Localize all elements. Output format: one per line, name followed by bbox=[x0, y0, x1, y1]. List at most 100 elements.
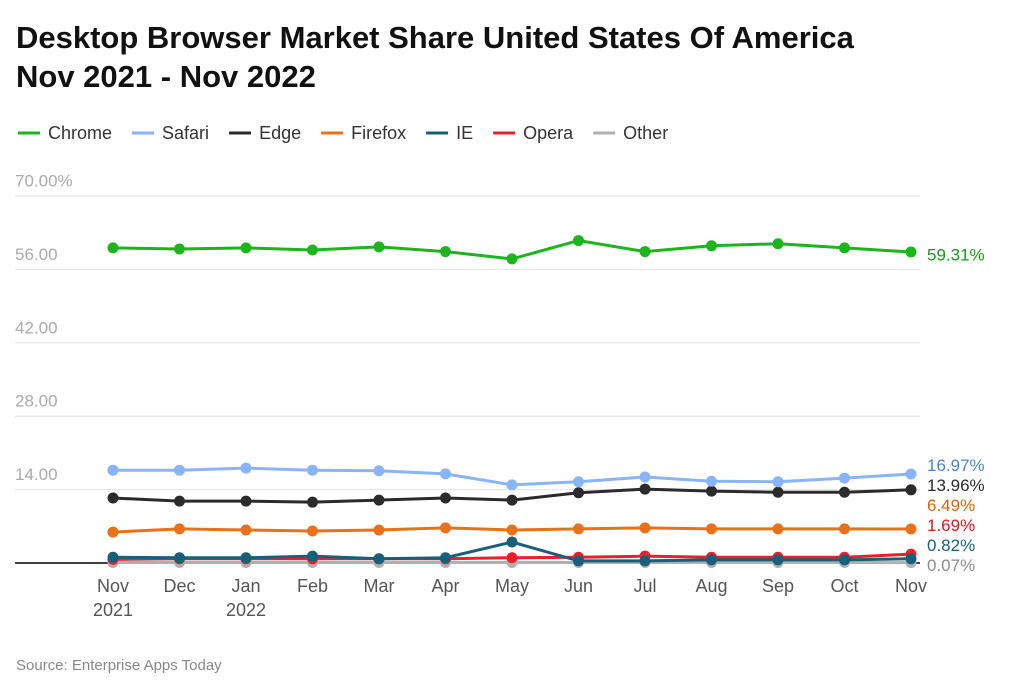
y-tick-label: 70.00% bbox=[15, 171, 73, 190]
data-point bbox=[839, 554, 850, 566]
data-point bbox=[373, 524, 385, 536]
data-point bbox=[174, 495, 185, 507]
data-point bbox=[107, 492, 119, 504]
legend-label: Firefox bbox=[351, 123, 406, 143]
data-point bbox=[639, 483, 651, 495]
data-point bbox=[307, 496, 318, 508]
data-point bbox=[905, 553, 917, 565]
data-point bbox=[174, 552, 185, 564]
legend-label: Safari bbox=[162, 123, 209, 143]
data-point bbox=[440, 246, 451, 258]
data-point bbox=[706, 240, 717, 252]
data-point bbox=[506, 552, 518, 564]
data-point bbox=[440, 468, 451, 480]
data-point bbox=[307, 244, 318, 256]
x-tick-label: Oct bbox=[830, 576, 858, 596]
data-point bbox=[440, 552, 451, 564]
data-point bbox=[174, 464, 185, 476]
data-point bbox=[174, 523, 185, 535]
data-point bbox=[573, 487, 584, 499]
y-tick-label: 42.00 bbox=[15, 318, 58, 337]
data-point bbox=[839, 486, 850, 498]
x-tick-label: Jan bbox=[231, 576, 260, 596]
x-tick-label: Nov bbox=[895, 576, 927, 596]
data-point bbox=[506, 524, 518, 536]
y-tick-label: 56.00 bbox=[15, 245, 58, 264]
x-tick-label: Feb bbox=[297, 576, 328, 596]
data-point bbox=[307, 550, 318, 562]
data-point bbox=[440, 492, 451, 504]
data-point bbox=[506, 494, 518, 506]
x-tick-label: Jun bbox=[564, 576, 593, 596]
end-label: 6.49% bbox=[927, 496, 975, 515]
x-tick-label: Mar bbox=[364, 576, 395, 596]
data-point bbox=[772, 238, 784, 250]
data-point bbox=[240, 462, 252, 474]
legend-label: IE bbox=[456, 123, 473, 143]
x-tick-label: May bbox=[495, 576, 529, 596]
data-point bbox=[373, 553, 385, 565]
legend-label: Other bbox=[623, 123, 668, 143]
data-point bbox=[373, 494, 385, 506]
data-point bbox=[573, 235, 584, 247]
data-point bbox=[506, 536, 518, 548]
data-point bbox=[240, 242, 252, 254]
data-point bbox=[706, 485, 717, 497]
end-label: 1.69% bbox=[927, 516, 975, 535]
data-point bbox=[639, 471, 651, 483]
data-point bbox=[107, 551, 119, 563]
x-tick-label: Aug bbox=[695, 576, 727, 596]
data-point bbox=[706, 554, 717, 566]
data-point bbox=[506, 253, 518, 265]
data-point bbox=[240, 495, 252, 507]
data-point bbox=[905, 246, 917, 258]
data-point bbox=[307, 464, 318, 476]
data-point bbox=[240, 524, 252, 536]
x-tick-label: Jul bbox=[633, 576, 656, 596]
chart-title: Nov 2021 - Nov 2022 bbox=[16, 59, 316, 94]
data-point bbox=[107, 242, 119, 254]
data-point bbox=[706, 523, 717, 535]
data-point bbox=[839, 523, 850, 535]
data-point bbox=[240, 552, 252, 564]
end-label: 59.31% bbox=[927, 246, 985, 265]
x-tick-label: Apr bbox=[431, 576, 459, 596]
x-tick-label: Nov bbox=[97, 576, 129, 596]
data-point bbox=[506, 479, 518, 491]
data-point bbox=[639, 522, 651, 534]
data-point bbox=[573, 555, 584, 567]
data-point bbox=[373, 465, 385, 477]
data-point bbox=[107, 526, 119, 538]
end-label: 0.07% bbox=[927, 556, 975, 575]
data-point bbox=[107, 464, 119, 476]
legend-label: Chrome bbox=[48, 123, 112, 143]
legend-label: Edge bbox=[259, 123, 301, 143]
data-point bbox=[839, 472, 850, 484]
y-tick-label: 14.00 bbox=[15, 465, 58, 484]
data-point bbox=[573, 476, 584, 488]
end-label: 13.96% bbox=[927, 476, 985, 495]
x-tick-sublabel: 2022 bbox=[226, 600, 266, 620]
data-point bbox=[174, 243, 185, 255]
source: Source: Enterprise Apps Today bbox=[16, 657, 222, 674]
data-point bbox=[440, 522, 451, 534]
data-point bbox=[573, 523, 584, 535]
end-label: 16.97% bbox=[927, 456, 985, 475]
data-point bbox=[706, 475, 717, 487]
data-point bbox=[905, 484, 917, 496]
data-point bbox=[772, 554, 784, 566]
data-point bbox=[772, 486, 784, 498]
end-label: 0.82% bbox=[927, 536, 975, 555]
data-point bbox=[373, 241, 385, 253]
x-tick-label: Sep bbox=[762, 576, 794, 596]
data-point bbox=[307, 525, 318, 537]
data-point bbox=[839, 242, 850, 254]
chart-title: Desktop Browser Market Share United Stat… bbox=[16, 20, 855, 55]
data-point bbox=[905, 523, 917, 535]
x-tick-label: Dec bbox=[163, 576, 195, 596]
data-point bbox=[772, 523, 784, 535]
x-tick-sublabel: 2021 bbox=[93, 600, 133, 620]
data-point bbox=[905, 468, 917, 480]
data-point bbox=[772, 476, 784, 488]
